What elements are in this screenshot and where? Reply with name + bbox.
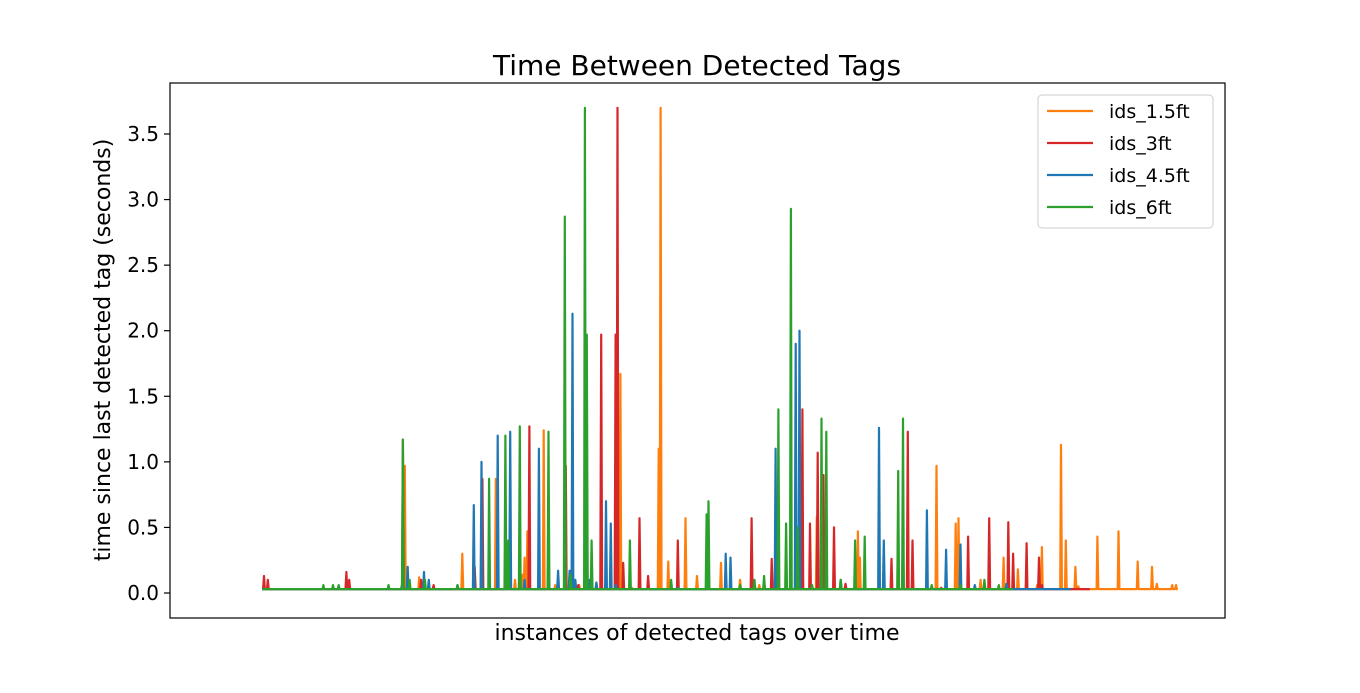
y-axis-label: time since last detected tag (seconds) — [91, 139, 116, 562]
legend: ids_1.5ft ids_3ft ids_4.5ft ids_6ft — [1037, 94, 1214, 229]
y-tick-label: 2.0 — [127, 319, 159, 343]
y-tick-label: 1.0 — [127, 450, 159, 474]
y-tick-label: 1.5 — [127, 384, 159, 408]
legend-label: ids_6ft — [1109, 197, 1172, 219]
y-tick-label: 3.5 — [127, 122, 159, 146]
legend-label: ids_3ft — [1109, 133, 1172, 155]
chart-title: Time Between Detected Tags — [492, 49, 901, 82]
y-tick-label: 0.0 — [127, 581, 159, 605]
legend-label: ids_4.5ft — [1109, 165, 1190, 187]
y-tick-label: 2.5 — [127, 253, 159, 277]
series-line-ids-6ft — [262, 106, 1014, 591]
legend-box — [1037, 94, 1214, 229]
y-tick-label: 3.0 — [127, 188, 159, 212]
y-axis: 0.0 0.5 1.0 1.5 2.0 2.5 3.0 3.5 — [127, 122, 170, 605]
legend-label: ids_1.5ft — [1109, 101, 1190, 123]
x-axis-label: instances of detected tags over time — [494, 621, 899, 646]
plot-frame — [169, 82, 1226, 619]
y-tick-label: 0.5 — [127, 515, 159, 539]
